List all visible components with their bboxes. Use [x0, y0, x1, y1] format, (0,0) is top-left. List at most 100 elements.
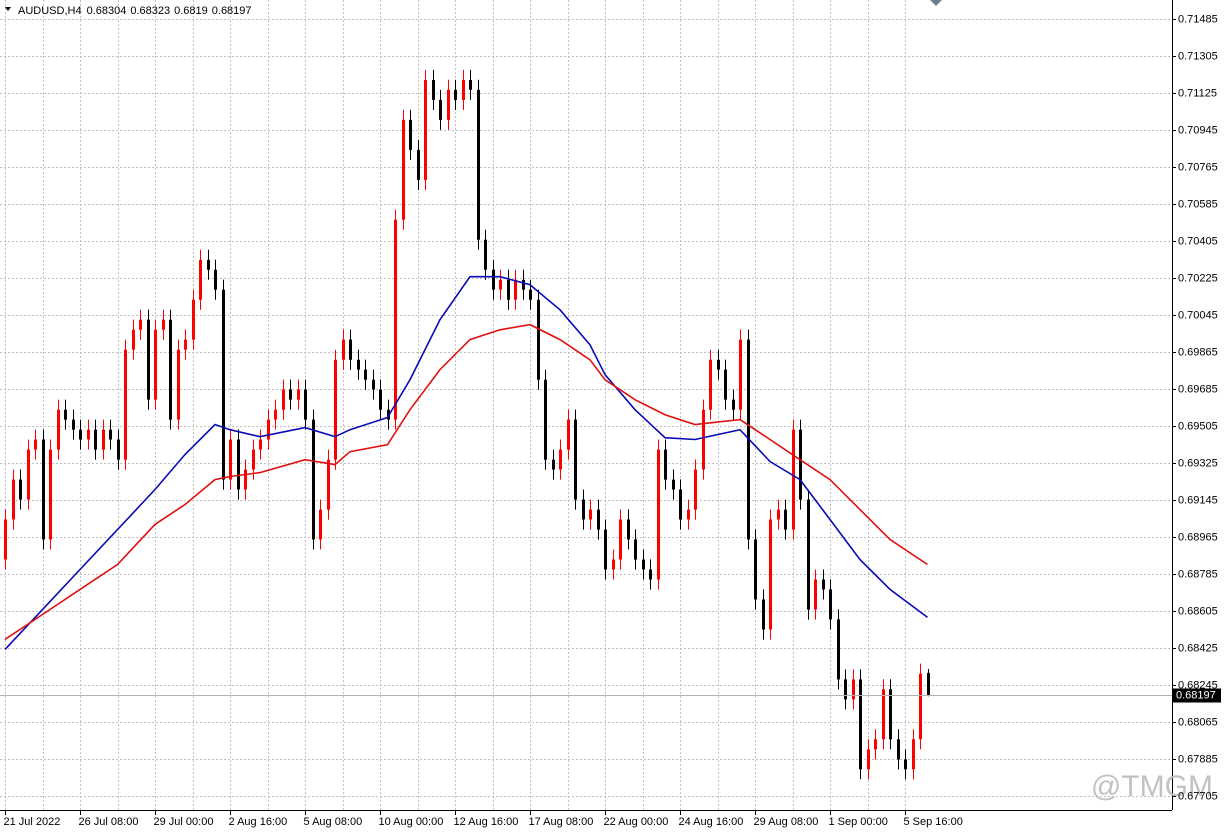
candle-body: [537, 299, 540, 380]
candle-body: [214, 269, 217, 290]
candle-body: [357, 359, 360, 370]
y-tick-label: 0.69865: [1178, 346, 1218, 358]
candle-body: [334, 359, 337, 460]
candle-body: [42, 439, 45, 540]
candle-body: [784, 509, 787, 530]
candle-body: [724, 369, 727, 400]
x-tick-label: 5 Sep 16:00: [904, 816, 963, 828]
symbol-menu-arrow[interactable]: [5, 7, 11, 11]
candle-body: [192, 299, 195, 340]
x-tick-label: 21 Jul 2022: [4, 816, 61, 828]
watermark: @TMGM: [1091, 770, 1213, 803]
candle-body: [574, 419, 577, 500]
candle-body: [132, 329, 135, 350]
candle-body: [777, 509, 780, 520]
candle-body: [664, 449, 667, 480]
candle-body: [897, 739, 900, 760]
candle-body: [627, 519, 630, 540]
chart-header: AUDUSD,H4 0.68304 0.68323 0.6819 0.68197: [18, 5, 252, 17]
candle-body: [927, 672, 930, 695]
candle-body: [807, 499, 810, 610]
candle-body: [484, 239, 487, 270]
candle-body: [792, 429, 795, 530]
candle-body: [582, 499, 585, 520]
x-tick-label: 5 Aug 08:00: [304, 816, 363, 828]
plot: [0, 69, 1172, 780]
x-tick-label: 26 Jul 08:00: [79, 816, 139, 828]
candle-body: [109, 429, 112, 440]
candle-body: [424, 79, 427, 180]
candle-body: [694, 469, 697, 510]
x-tick-label: 24 Aug 16:00: [679, 816, 744, 828]
candle-body: [117, 439, 120, 460]
candle-body: [432, 79, 435, 100]
candle-body: [124, 349, 127, 460]
candle-body: [552, 459, 555, 470]
candle-body: [814, 579, 817, 610]
y-tick-label: 0.71125: [1178, 87, 1217, 99]
y-tick-label: 0.70405: [1178, 235, 1218, 247]
candle-body: [604, 529, 607, 570]
candle-body: [207, 259, 210, 270]
candle-body: [139, 319, 142, 330]
y-tick-label: 0.68965: [1178, 531, 1218, 543]
candle-body: [259, 439, 262, 450]
candle-body: [837, 619, 840, 680]
candle-body: [372, 379, 375, 390]
y-tick-label: 0.69505: [1178, 420, 1218, 432]
current-price-label: 0.68197: [1176, 689, 1216, 701]
x-tick-label: 1 Sep 00:00: [829, 816, 888, 828]
moving-average: [4, 323, 928, 641]
y-tick-label: 0.68425: [1178, 642, 1218, 654]
candle-body: [904, 759, 907, 770]
candle-body: [274, 409, 277, 420]
candle-body: [147, 319, 150, 400]
candle-body: [844, 679, 847, 700]
candle-body: [94, 429, 97, 450]
candle-body: [529, 289, 532, 300]
x-tick-label: 29 Aug 08:00: [754, 816, 819, 828]
candle-body: [19, 479, 22, 500]
last-high: 0.68323: [130, 5, 170, 17]
candle-body: [507, 279, 510, 300]
candle-body: [822, 579, 825, 590]
candle-body: [87, 429, 90, 440]
candle-body: [64, 409, 67, 420]
candle-body: [769, 519, 772, 630]
candle-body: [799, 429, 802, 500]
y-tick-label: 0.70585: [1178, 198, 1218, 210]
candle-body: [889, 689, 892, 740]
candle-body: [499, 279, 502, 290]
moving-average: [4, 275, 928, 650]
candle-body: [702, 409, 705, 470]
candle-body: [12, 479, 15, 520]
candle-body: [709, 359, 712, 410]
y-tick-label: 0.68605: [1178, 605, 1218, 617]
candle-body: [687, 509, 690, 520]
candle-body: [319, 509, 322, 540]
y-tick-label: 0.68785: [1178, 568, 1218, 580]
candle-body: [754, 539, 757, 600]
candle-body: [409, 119, 412, 150]
candle-body: [642, 559, 645, 570]
candle-body: [634, 539, 637, 560]
x-tick-label: 17 Aug 08:00: [529, 816, 594, 828]
y-tick-label: 0.70225: [1178, 272, 1218, 284]
candle-body: [544, 379, 547, 460]
candle-body: [184, 339, 187, 350]
candle-body: [289, 389, 292, 400]
y-tick-label: 0.69685: [1178, 383, 1218, 395]
candle-body: [649, 569, 652, 580]
candle-body: [874, 739, 877, 750]
last-open: 0.68304: [87, 5, 127, 17]
candle-body: [4, 519, 7, 560]
candle-body: [327, 459, 330, 510]
x-tick-label: 29 Jul 00:00: [154, 816, 214, 828]
candle-body: [447, 89, 450, 120]
candle-body: [492, 269, 495, 290]
candle-body: [679, 489, 682, 520]
shift-marker[interactable]: [930, 0, 942, 6]
y-tick-label: 0.71485: [1178, 13, 1218, 25]
candle-body: [199, 259, 202, 300]
candle-body: [364, 369, 367, 380]
